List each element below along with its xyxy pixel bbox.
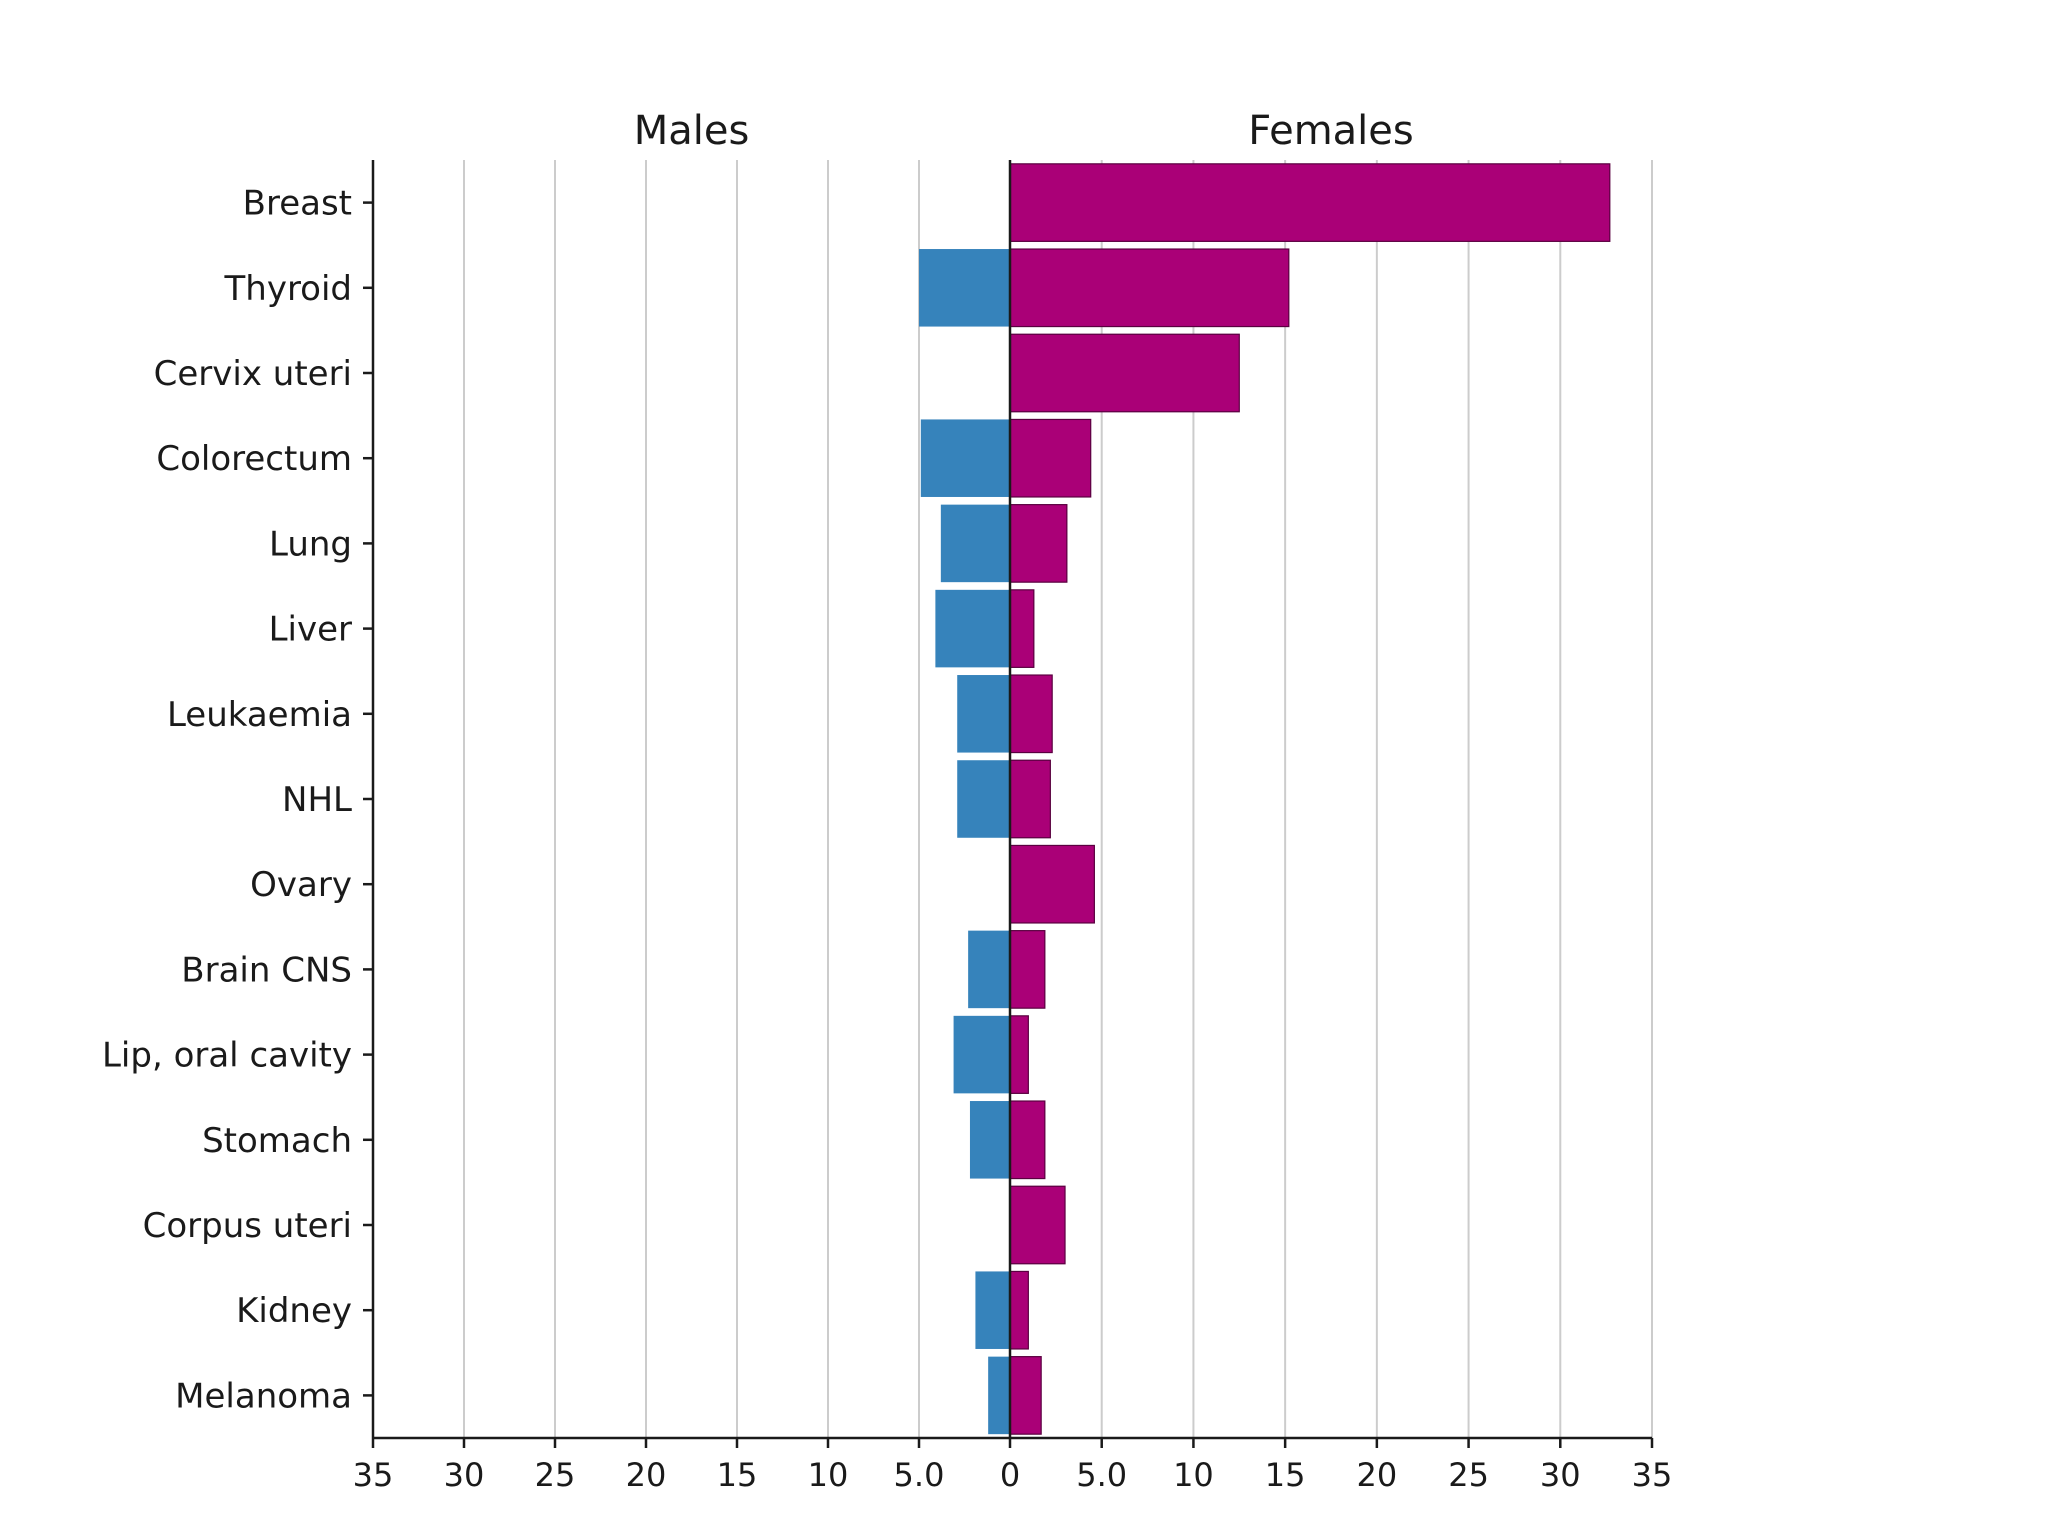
category-label: Stomach xyxy=(202,1121,352,1161)
category-label: NHL xyxy=(282,780,352,820)
x-tick-label-males: 30 xyxy=(444,1456,485,1494)
bar-females xyxy=(1009,333,1240,413)
category-label: Corpus uteri xyxy=(143,1206,352,1246)
bar-females xyxy=(1009,418,1092,498)
x-tick-label-males: 20 xyxy=(626,1456,667,1494)
bar-females xyxy=(1009,248,1290,328)
x-tick-label-females: 30 xyxy=(1540,1456,1581,1494)
x-tick-label-males: 35 xyxy=(353,1456,394,1494)
category-label: Colorectum xyxy=(156,439,352,479)
bar-males xyxy=(920,419,1010,497)
x-tick-label-females: 20 xyxy=(1356,1456,1397,1494)
category-label: Melanoma xyxy=(175,1376,352,1416)
category-label: Breast xyxy=(243,184,352,224)
bar-females xyxy=(1009,1356,1042,1435)
bar-males xyxy=(988,1356,1010,1435)
bar-males xyxy=(940,504,1010,583)
bar-males xyxy=(919,249,1010,327)
bar-males xyxy=(935,589,1010,668)
bar-females xyxy=(1009,504,1068,583)
x-tick-label-females: 10 xyxy=(1173,1456,1214,1494)
bar-females xyxy=(1009,674,1053,754)
category-label: Brain CNS xyxy=(181,950,352,990)
x-tick-label-females: 35 xyxy=(1632,1456,1673,1494)
x-tick-label-females: 25 xyxy=(1448,1456,1489,1494)
category-label: Liver xyxy=(269,610,352,650)
bar-males xyxy=(957,760,1010,838)
x-tick-label-males: 10 xyxy=(808,1456,849,1494)
category-label: Leukaemia xyxy=(167,695,352,735)
bar-females xyxy=(1009,1185,1066,1265)
bar-females xyxy=(1009,844,1095,924)
bar-males xyxy=(975,1271,1010,1349)
category-label: Ovary xyxy=(250,865,352,905)
bar-males xyxy=(957,675,1010,753)
category-label: Thyroid xyxy=(224,269,353,309)
bar-females xyxy=(1009,1015,1029,1094)
x-tick-label-males: 15 xyxy=(717,1456,758,1494)
bar-females xyxy=(1009,1270,1029,1350)
bar-males xyxy=(968,930,1010,1009)
x-tick-label-females: 15 xyxy=(1265,1456,1306,1494)
category-label: Lip, oral cavity xyxy=(102,1036,352,1076)
bar-females xyxy=(1009,589,1035,668)
bar-females xyxy=(1009,163,1611,242)
bars xyxy=(919,163,1611,1435)
category-label: Lung xyxy=(269,524,352,564)
panel-title-females: Females xyxy=(1248,108,1413,154)
bar-males xyxy=(969,1101,1010,1179)
category-label: Kidney xyxy=(236,1291,352,1331)
panel-title-males: Males xyxy=(634,108,750,154)
bar-females xyxy=(1009,759,1051,839)
bar-males xyxy=(953,1015,1010,1094)
labels: Males Females Breast Thyroid Cervix uteri C… xyxy=(102,108,1672,1494)
x-tick-label-males: 25 xyxy=(535,1456,576,1494)
gridlines xyxy=(463,160,1653,1438)
x-tick-label-females: 0 xyxy=(1000,1456,1020,1494)
axes xyxy=(363,160,1654,1448)
bar-females xyxy=(1009,1100,1046,1180)
category-label: Cervix uteri xyxy=(154,354,352,394)
x-tick-label-males: 5.0 xyxy=(894,1456,945,1494)
x-tick-label-females: 5.0 xyxy=(1076,1456,1127,1494)
bar-females xyxy=(1009,930,1046,1009)
